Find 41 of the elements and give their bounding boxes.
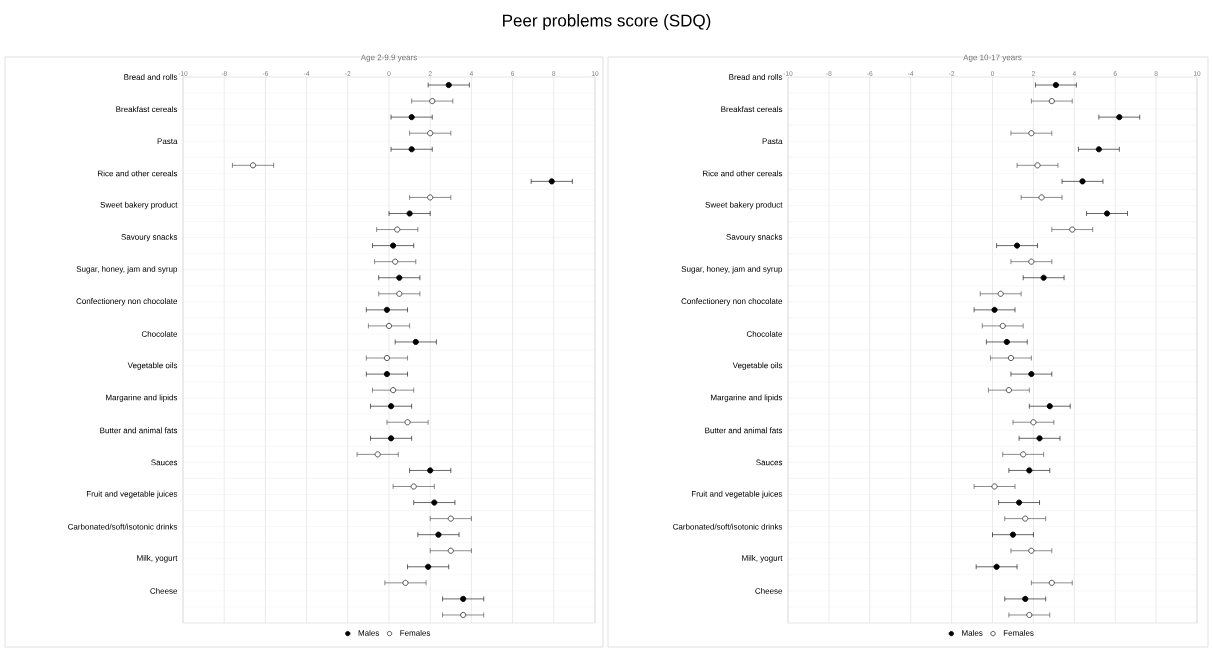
y-tick-label: Sugar, honey, jam and syrup: [76, 265, 178, 274]
y-tick-label: Pasta: [157, 138, 178, 145]
y-tick-label: Fruit and vegetable juices: [86, 490, 178, 499]
y-tick-label: Sauces: [756, 459, 783, 466]
y-tick-label: Vegetable oils: [127, 362, 178, 370]
y-tick-label: Pasta: [762, 138, 783, 145]
chart-subtitle: Age 2-9.9 years: [360, 54, 417, 62]
legend-label: Females: [400, 629, 431, 636]
y-tick-label: Sauces: [151, 459, 178, 466]
y-tick-label: Margarine and lipids: [106, 394, 178, 402]
legend-label: Males: [962, 629, 983, 636]
y-tick-label: Savoury snacks: [726, 233, 783, 242]
chart-subtitle: Age 10-17 years: [963, 54, 1022, 62]
y-tick-label: Carbonated/soft/isotonic drinks: [673, 523, 783, 530]
y-tick-label: Rice and other cereals: [98, 170, 178, 177]
y-tick-label: Chocolate: [746, 330, 783, 337]
chart-title: Peer problems score (SDQ): [503, 14, 711, 30]
y-tick-label: Confectionery non chocolate: [76, 298, 178, 306]
y-tick-label: Rice and other cereals: [703, 170, 783, 177]
legend-label: Males: [358, 629, 380, 636]
y-tick-label: Vegetable oils: [732, 362, 783, 370]
y-tick-label: Cheese: [150, 587, 178, 594]
y-tick-label: Cheese: [755, 587, 783, 594]
y-tick-label: Butter and animal fats: [100, 427, 178, 434]
y-tick-label: Confectionery non chocolate: [681, 298, 783, 306]
y-tick-label: Breakfast cereals: [116, 106, 178, 113]
y-tick-label: Fruit and vegetable juices: [691, 490, 783, 499]
y-tick-label: Margarine and lipids: [711, 394, 783, 402]
y-tick-label: Sugar, honey, jam and syrup: [681, 265, 783, 274]
y-tick-label: Breakfast cereals: [721, 106, 783, 113]
y-tick-label: Carbonated/soft/isotonic drinks: [68, 523, 178, 530]
y-tick-label: Sweet bakery product: [705, 201, 783, 210]
y-tick-label: Chocolate: [141, 330, 178, 337]
y-tick-label: Milk, yogurt: [742, 555, 783, 563]
y-tick-label: Sweet bakery product: [100, 201, 178, 210]
y-tick-label: Milk, yogurt: [137, 555, 178, 563]
y-tick-label: Butter and animal fats: [705, 427, 783, 434]
y-tick-label: Bread and rolls: [124, 74, 178, 80]
y-tick-label: Bread and rolls: [729, 74, 783, 80]
legend-label: Females: [1003, 629, 1034, 636]
y-tick-label: Savoury snacks: [121, 233, 178, 242]
